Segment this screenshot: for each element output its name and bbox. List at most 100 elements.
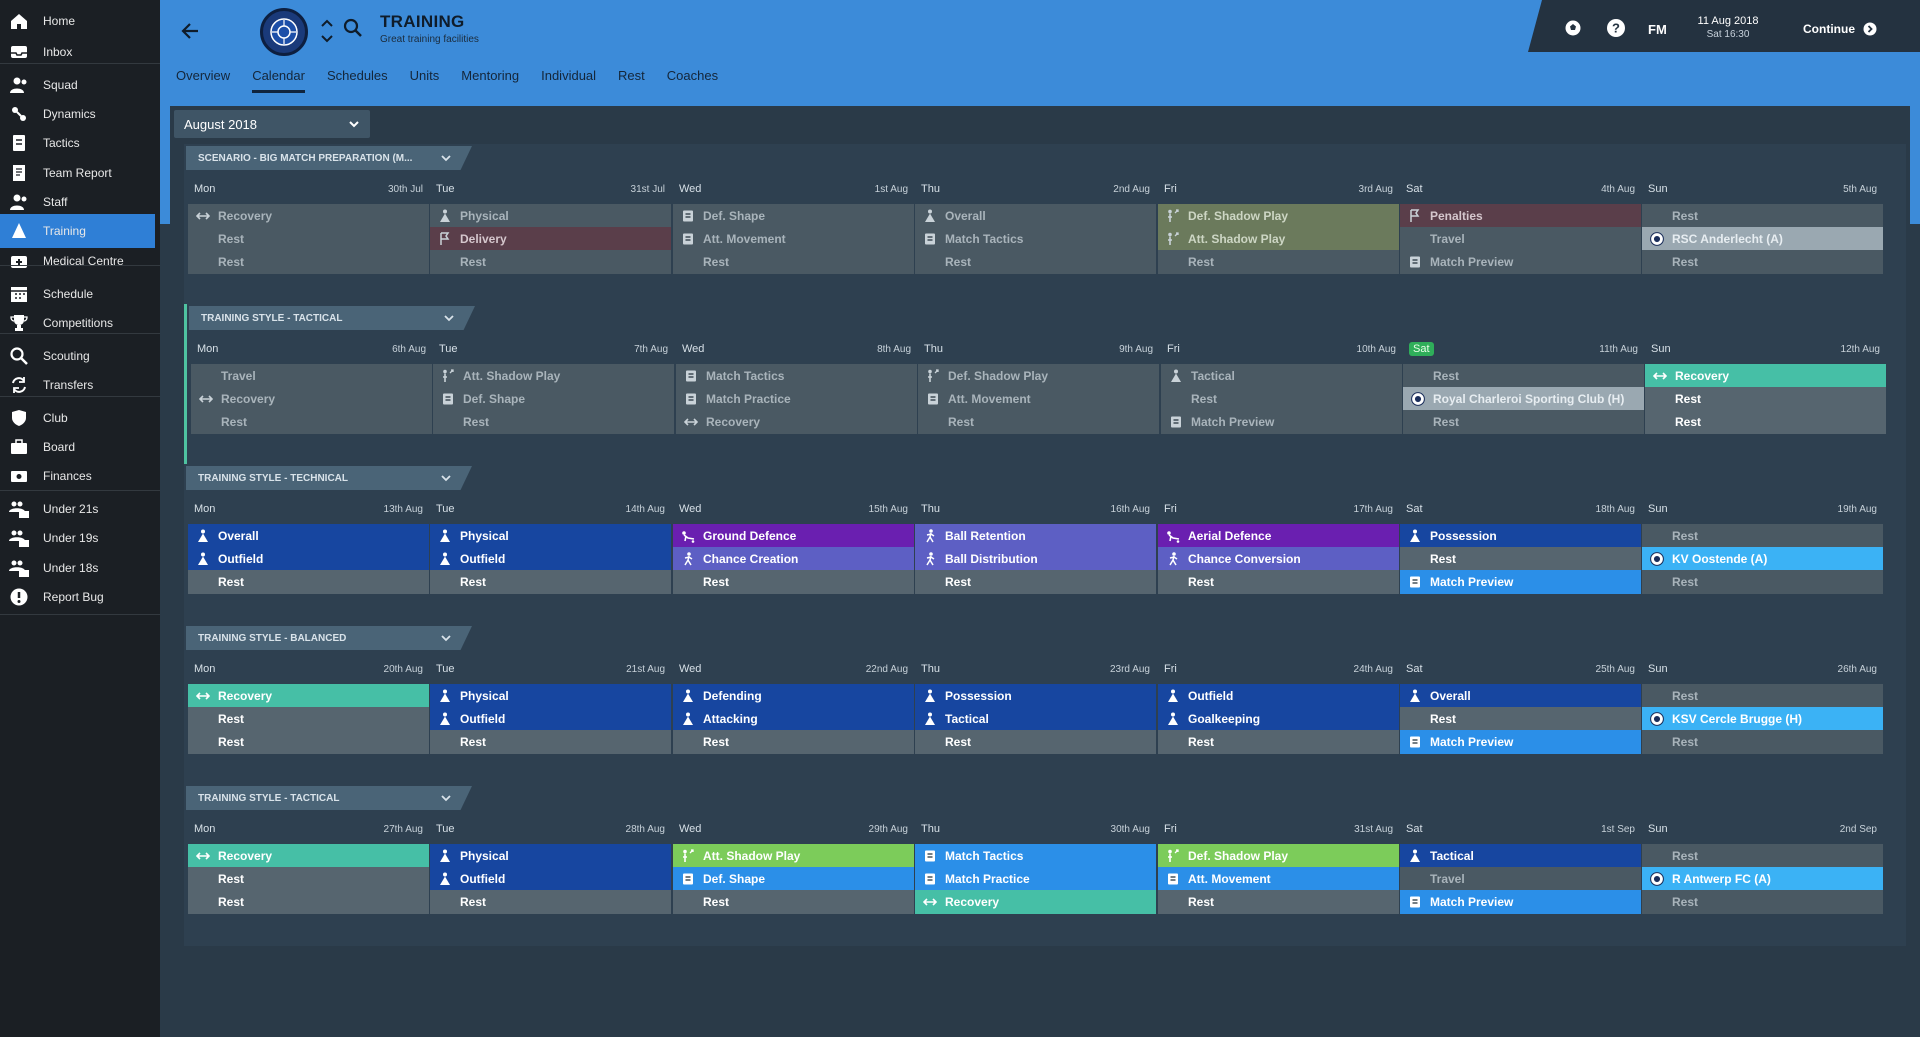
training-session-slot[interactable]: Physical bbox=[430, 204, 671, 228]
training-session-slot[interactable]: KV Oostende (A) bbox=[1642, 547, 1883, 571]
training-session-slot[interactable]: Overall bbox=[915, 204, 1156, 228]
training-session-slot[interactable]: Rest bbox=[430, 730, 671, 754]
training-session-slot[interactable]: Physical bbox=[430, 844, 671, 868]
sidebar-item-club[interactable]: Club bbox=[0, 401, 160, 435]
training-session-slot[interactable]: Rest bbox=[1158, 570, 1399, 594]
training-session-slot[interactable]: Match Preview bbox=[1400, 890, 1641, 914]
training-session-slot[interactable]: Ball Retention bbox=[915, 524, 1156, 548]
training-session-slot[interactable]: Rest bbox=[1642, 570, 1883, 594]
training-session-slot[interactable]: Rest bbox=[1158, 890, 1399, 914]
training-session-slot[interactable]: Rest bbox=[1158, 730, 1399, 754]
tab-schedules[interactable]: Schedules bbox=[326, 68, 388, 83]
training-session-slot[interactable]: Recovery bbox=[188, 844, 429, 868]
training-session-slot[interactable]: Tactical bbox=[915, 707, 1156, 731]
training-session-slot[interactable]: Match Preview bbox=[1400, 730, 1641, 754]
training-session-slot[interactable]: Rest bbox=[1642, 524, 1883, 548]
training-session-slot[interactable]: Physical bbox=[430, 684, 671, 708]
sidebar-item-medical-centre[interactable]: Medical Centre bbox=[0, 244, 160, 278]
tab-units[interactable]: Units bbox=[409, 68, 440, 83]
sidebar-item-team-report[interactable]: Team Report bbox=[0, 156, 160, 190]
training-session-slot[interactable]: Physical bbox=[430, 524, 671, 548]
training-session-slot[interactable]: Tactical bbox=[1161, 364, 1402, 388]
sidebar-item-home[interactable]: Home bbox=[0, 4, 160, 38]
tab-overview[interactable]: Overview bbox=[176, 68, 231, 83]
sidebar-item-inbox[interactable]: Inbox bbox=[0, 35, 160, 69]
training-session-slot[interactable]: Rest bbox=[1645, 387, 1886, 411]
week-schedule-header[interactable]: TRAINING STYLE - BALANCED bbox=[186, 626, 472, 650]
training-session-slot[interactable]: Match Preview bbox=[1161, 410, 1402, 434]
tab-calendar[interactable]: Calendar bbox=[252, 68, 305, 93]
training-session-slot[interactable]: Rest bbox=[918, 410, 1159, 434]
training-session-slot[interactable]: Delivery bbox=[430, 227, 671, 251]
training-session-slot[interactable]: Travel bbox=[191, 364, 432, 388]
training-session-slot[interactable]: Overall bbox=[1400, 684, 1641, 708]
training-session-slot[interactable]: Possession bbox=[1400, 524, 1641, 548]
training-session-slot[interactable]: Travel bbox=[1400, 867, 1641, 891]
training-session-slot[interactable]: Rest bbox=[188, 570, 429, 594]
sidebar-item-squad[interactable]: Squad bbox=[0, 68, 160, 102]
training-session-slot[interactable]: Rest bbox=[191, 410, 432, 434]
training-session-slot[interactable]: Att. Movement bbox=[1158, 867, 1399, 891]
training-session-slot[interactable]: Def. Shadow Play bbox=[918, 364, 1159, 388]
continue-button[interactable]: Continue bbox=[1803, 22, 1877, 36]
training-session-slot[interactable]: Royal Charleroi Sporting Club (H) bbox=[1403, 387, 1644, 411]
training-session-slot[interactable]: Match Preview bbox=[1400, 570, 1641, 594]
training-session-slot[interactable]: Rest bbox=[433, 410, 674, 434]
training-session-slot[interactable]: Attacking bbox=[673, 707, 914, 731]
training-session-slot[interactable]: Outfield bbox=[188, 547, 429, 571]
sidebar-item-under-21s[interactable]: Under 21s bbox=[0, 492, 160, 526]
training-session-slot[interactable]: Match Tactics bbox=[915, 227, 1156, 251]
week-schedule-header[interactable]: TRAINING STYLE - TECHNICAL bbox=[186, 466, 472, 490]
training-session-slot[interactable]: Outfield bbox=[430, 547, 671, 571]
training-session-slot[interactable]: Penalties bbox=[1400, 204, 1641, 228]
training-session-slot[interactable]: Rest bbox=[915, 250, 1156, 274]
training-session-slot[interactable]: Recovery bbox=[188, 204, 429, 228]
sidebar-item-finances[interactable]: Finances bbox=[0, 459, 160, 493]
sidebar-item-report-bug[interactable]: Report Bug bbox=[0, 580, 160, 614]
training-session-slot[interactable]: Rest bbox=[673, 890, 914, 914]
training-session-slot[interactable]: Rest bbox=[915, 570, 1156, 594]
sidebar-item-transfers[interactable]: Transfers bbox=[0, 368, 160, 402]
training-session-slot[interactable]: Rest bbox=[1642, 730, 1883, 754]
training-session-slot[interactable]: Match Tactics bbox=[676, 364, 917, 388]
training-session-slot[interactable]: Rest bbox=[1642, 250, 1883, 274]
training-session-slot[interactable]: Possession bbox=[915, 684, 1156, 708]
help-icon[interactable]: ? bbox=[1606, 18, 1626, 38]
sidebar-item-tactics[interactable]: Tactics bbox=[0, 126, 160, 160]
training-session-slot[interactable]: Rest bbox=[1642, 684, 1883, 708]
tab-rest[interactable]: Rest bbox=[618, 68, 645, 83]
sidebar-item-board[interactable]: Board bbox=[0, 430, 160, 464]
training-session-slot[interactable]: Att. Shadow Play bbox=[673, 844, 914, 868]
training-session-slot[interactable]: Overall bbox=[188, 524, 429, 548]
week-schedule-header[interactable]: TRAINING STYLE - TACTICAL bbox=[189, 306, 475, 330]
training-session-slot[interactable]: Rest bbox=[1642, 204, 1883, 228]
training-session-slot[interactable]: Def. Shape bbox=[673, 204, 914, 228]
training-session-slot[interactable]: Att. Shadow Play bbox=[433, 364, 674, 388]
training-session-slot[interactable]: Recovery bbox=[676, 410, 917, 434]
training-session-slot[interactable]: Match Preview bbox=[1400, 250, 1641, 274]
back-arrow-icon[interactable] bbox=[178, 18, 204, 44]
training-session-slot[interactable]: Def. Shape bbox=[673, 867, 914, 891]
sidebar-item-scouting[interactable]: Scouting bbox=[0, 339, 160, 373]
training-session-slot[interactable]: Match Practice bbox=[676, 387, 917, 411]
training-session-slot[interactable]: Def. Shadow Play bbox=[1158, 204, 1399, 228]
sidebar-item-competitions[interactable]: Competitions bbox=[0, 306, 160, 340]
training-session-slot[interactable]: Rest bbox=[188, 867, 429, 891]
training-session-slot[interactable]: Rest bbox=[1642, 890, 1883, 914]
football-icon[interactable] bbox=[1563, 18, 1583, 38]
training-session-slot[interactable]: Recovery bbox=[191, 387, 432, 411]
training-session-slot[interactable]: Recovery bbox=[188, 684, 429, 708]
training-session-slot[interactable]: Rest bbox=[188, 890, 429, 914]
tab-individual[interactable]: Individual bbox=[541, 68, 597, 83]
training-session-slot[interactable]: Travel bbox=[1400, 227, 1641, 251]
training-session-slot[interactable]: Ball Distribution bbox=[915, 547, 1156, 571]
training-session-slot[interactable]: KSV Cercle Brugge (H) bbox=[1642, 707, 1883, 731]
up-down-arrows-icon[interactable] bbox=[320, 16, 334, 46]
training-session-slot[interactable]: Rest bbox=[430, 250, 671, 274]
training-session-slot[interactable]: Match Tactics bbox=[915, 844, 1156, 868]
training-session-slot[interactable]: RSC Anderlecht (A) bbox=[1642, 227, 1883, 251]
training-session-slot[interactable]: Att. Shadow Play bbox=[1158, 227, 1399, 251]
training-session-slot[interactable]: Rest bbox=[1642, 844, 1883, 868]
club-badge-icon[interactable] bbox=[260, 8, 308, 56]
training-session-slot[interactable]: R Antwerp FC (A) bbox=[1642, 867, 1883, 891]
